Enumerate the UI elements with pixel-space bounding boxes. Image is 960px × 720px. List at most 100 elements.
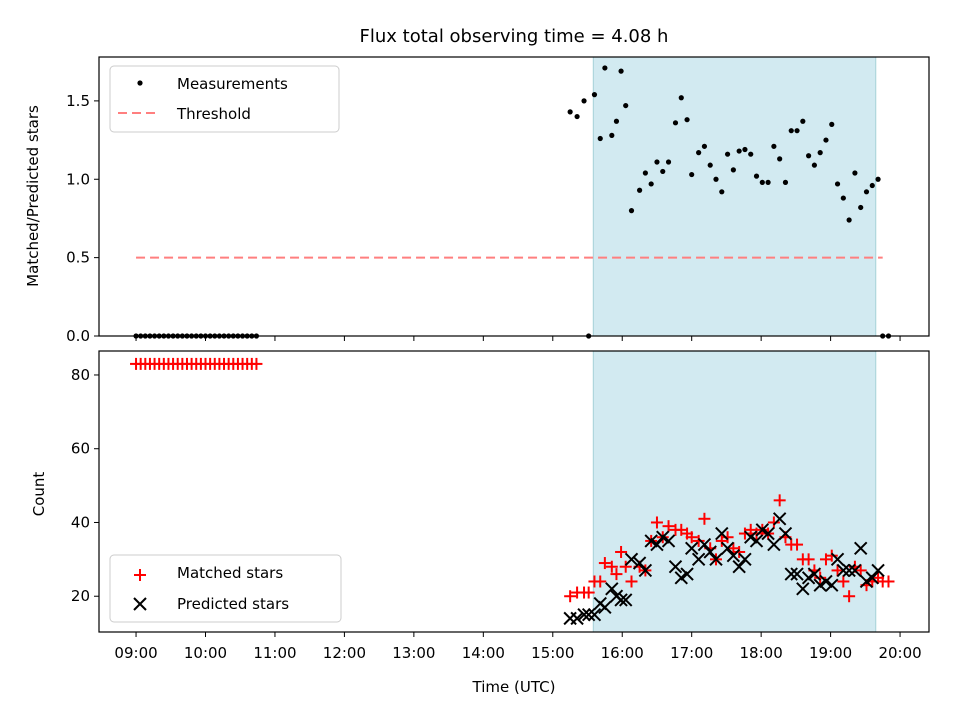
matched-star-point	[698, 512, 711, 525]
x-tick-label: 13:00	[392, 644, 435, 662]
x-tick-label: 14:00	[462, 644, 505, 662]
predicted-star-point	[703, 545, 717, 559]
predicted-star-point	[767, 537, 781, 552]
matched-stars-legend-marker	[134, 569, 146, 581]
predicted-star-point	[836, 563, 851, 578]
measurement-point	[759, 179, 765, 185]
matched-star-point	[605, 560, 618, 573]
top-legend-box	[109, 65, 340, 133]
predicted-star-point	[738, 552, 752, 567]
predicted-star-point	[656, 530, 670, 544]
matched-star-point	[619, 560, 632, 573]
measurement-point	[840, 195, 846, 201]
predicted-star-point	[624, 552, 639, 567]
predicted-stars-legend-label: Predicted stars	[177, 595, 289, 613]
predicted-star-point	[709, 552, 723, 567]
measurement-point	[846, 217, 852, 223]
measurement-point	[782, 179, 789, 185]
predicted-star-point	[790, 567, 804, 581]
top-y-axis: 0.0 0.5 1.0 1.5	[66, 92, 99, 345]
bottom-legend: Matched stars Predicted stars	[109, 554, 342, 623]
measurement-point	[742, 146, 748, 153]
predicted-star-point	[842, 563, 856, 578]
measurements-legend-label: Measurements	[177, 75, 288, 93]
predicted-star-point	[744, 530, 758, 544]
predicted-star-point	[661, 534, 676, 548]
y-tick-label: 20	[71, 587, 90, 605]
predicted-star-point	[830, 552, 845, 567]
matched-star-point	[837, 575, 850, 588]
predicted-star-point	[644, 534, 658, 548]
measurement-point	[806, 153, 812, 159]
predicted-star-point	[772, 512, 787, 526]
matched-star-point	[625, 575, 638, 588]
predicted-star-point	[691, 552, 706, 567]
predicted-star-point	[598, 600, 612, 614]
predicted-star-point	[697, 537, 712, 552]
x-tick-label: 10:00	[184, 644, 227, 662]
x-tick-label: 19:00	[809, 644, 852, 662]
predicted-star-point	[638, 563, 653, 578]
predicted-star-point	[570, 611, 584, 626]
predicted-star-point	[813, 578, 827, 592]
top-legend: Measurements Threshold	[109, 65, 340, 133]
x-axis-label: Time (UTC)	[472, 678, 556, 696]
bottom-y-axis-label: Count	[30, 472, 48, 517]
measurement-point	[591, 92, 598, 98]
predicted-star-point	[796, 582, 810, 596]
predicted-star-point	[680, 567, 694, 581]
x-tick-label: 18:00	[740, 644, 783, 662]
measurement-point	[863, 189, 870, 195]
measurement-point	[713, 176, 719, 182]
measurement-point	[730, 167, 736, 173]
predicted-star-point	[859, 574, 874, 589]
measurement-point	[623, 102, 629, 109]
matched-star-point	[814, 571, 827, 584]
matched-star-point	[662, 520, 675, 533]
predicted-star-point	[577, 607, 591, 622]
measurement-point	[696, 150, 702, 156]
measurement-point	[834, 181, 841, 187]
predicted-star-point	[761, 526, 775, 541]
x-tick-label: 17:00	[670, 644, 713, 662]
y-tick-label: 40	[71, 513, 90, 531]
top-axes-frame	[98, 56, 930, 337]
measurement-point	[829, 121, 835, 127]
matched-star-point	[767, 516, 780, 529]
predicted-stars-series	[563, 512, 885, 626]
predicted-star-point	[871, 563, 885, 578]
x-tick-label: 16:00	[601, 644, 644, 662]
matched-star-point	[594, 575, 607, 588]
matched-star-point	[733, 545, 746, 558]
predicted-star-point	[801, 571, 816, 585]
measurement-point	[875, 176, 881, 182]
measurement-point	[724, 151, 731, 157]
matched-star-point	[802, 553, 815, 566]
matched-star-point	[685, 531, 698, 544]
predicted-star-point	[605, 582, 619, 596]
predicted-star-point	[619, 593, 633, 607]
predicted-star-point	[819, 574, 833, 589]
predicted-star-point	[848, 563, 862, 578]
measurement-point	[777, 156, 783, 162]
y-tick-label: 80	[71, 366, 90, 384]
predicted-star-point	[674, 571, 688, 585]
measurement-point	[665, 159, 672, 165]
measurement-point	[648, 181, 654, 187]
bottom-axes-frame	[98, 350, 930, 633]
top-observing-window	[592, 56, 877, 337]
predicted-star-point	[807, 567, 822, 581]
predicted-star-point	[853, 541, 868, 555]
measurement-point	[642, 170, 648, 176]
measurement-point	[684, 117, 690, 123]
measurement-point	[858, 204, 864, 211]
y-tick-label: 1.5	[66, 92, 90, 110]
measurement-point	[654, 159, 660, 165]
predicted-star-point	[668, 560, 683, 574]
matched-star-point	[843, 590, 856, 603]
measurement-point	[852, 170, 858, 176]
predicted-star-point	[778, 526, 793, 541]
matched-star-point	[598, 557, 611, 570]
x-tick-label: 11:00	[253, 644, 296, 662]
measurement-point	[602, 65, 608, 71]
